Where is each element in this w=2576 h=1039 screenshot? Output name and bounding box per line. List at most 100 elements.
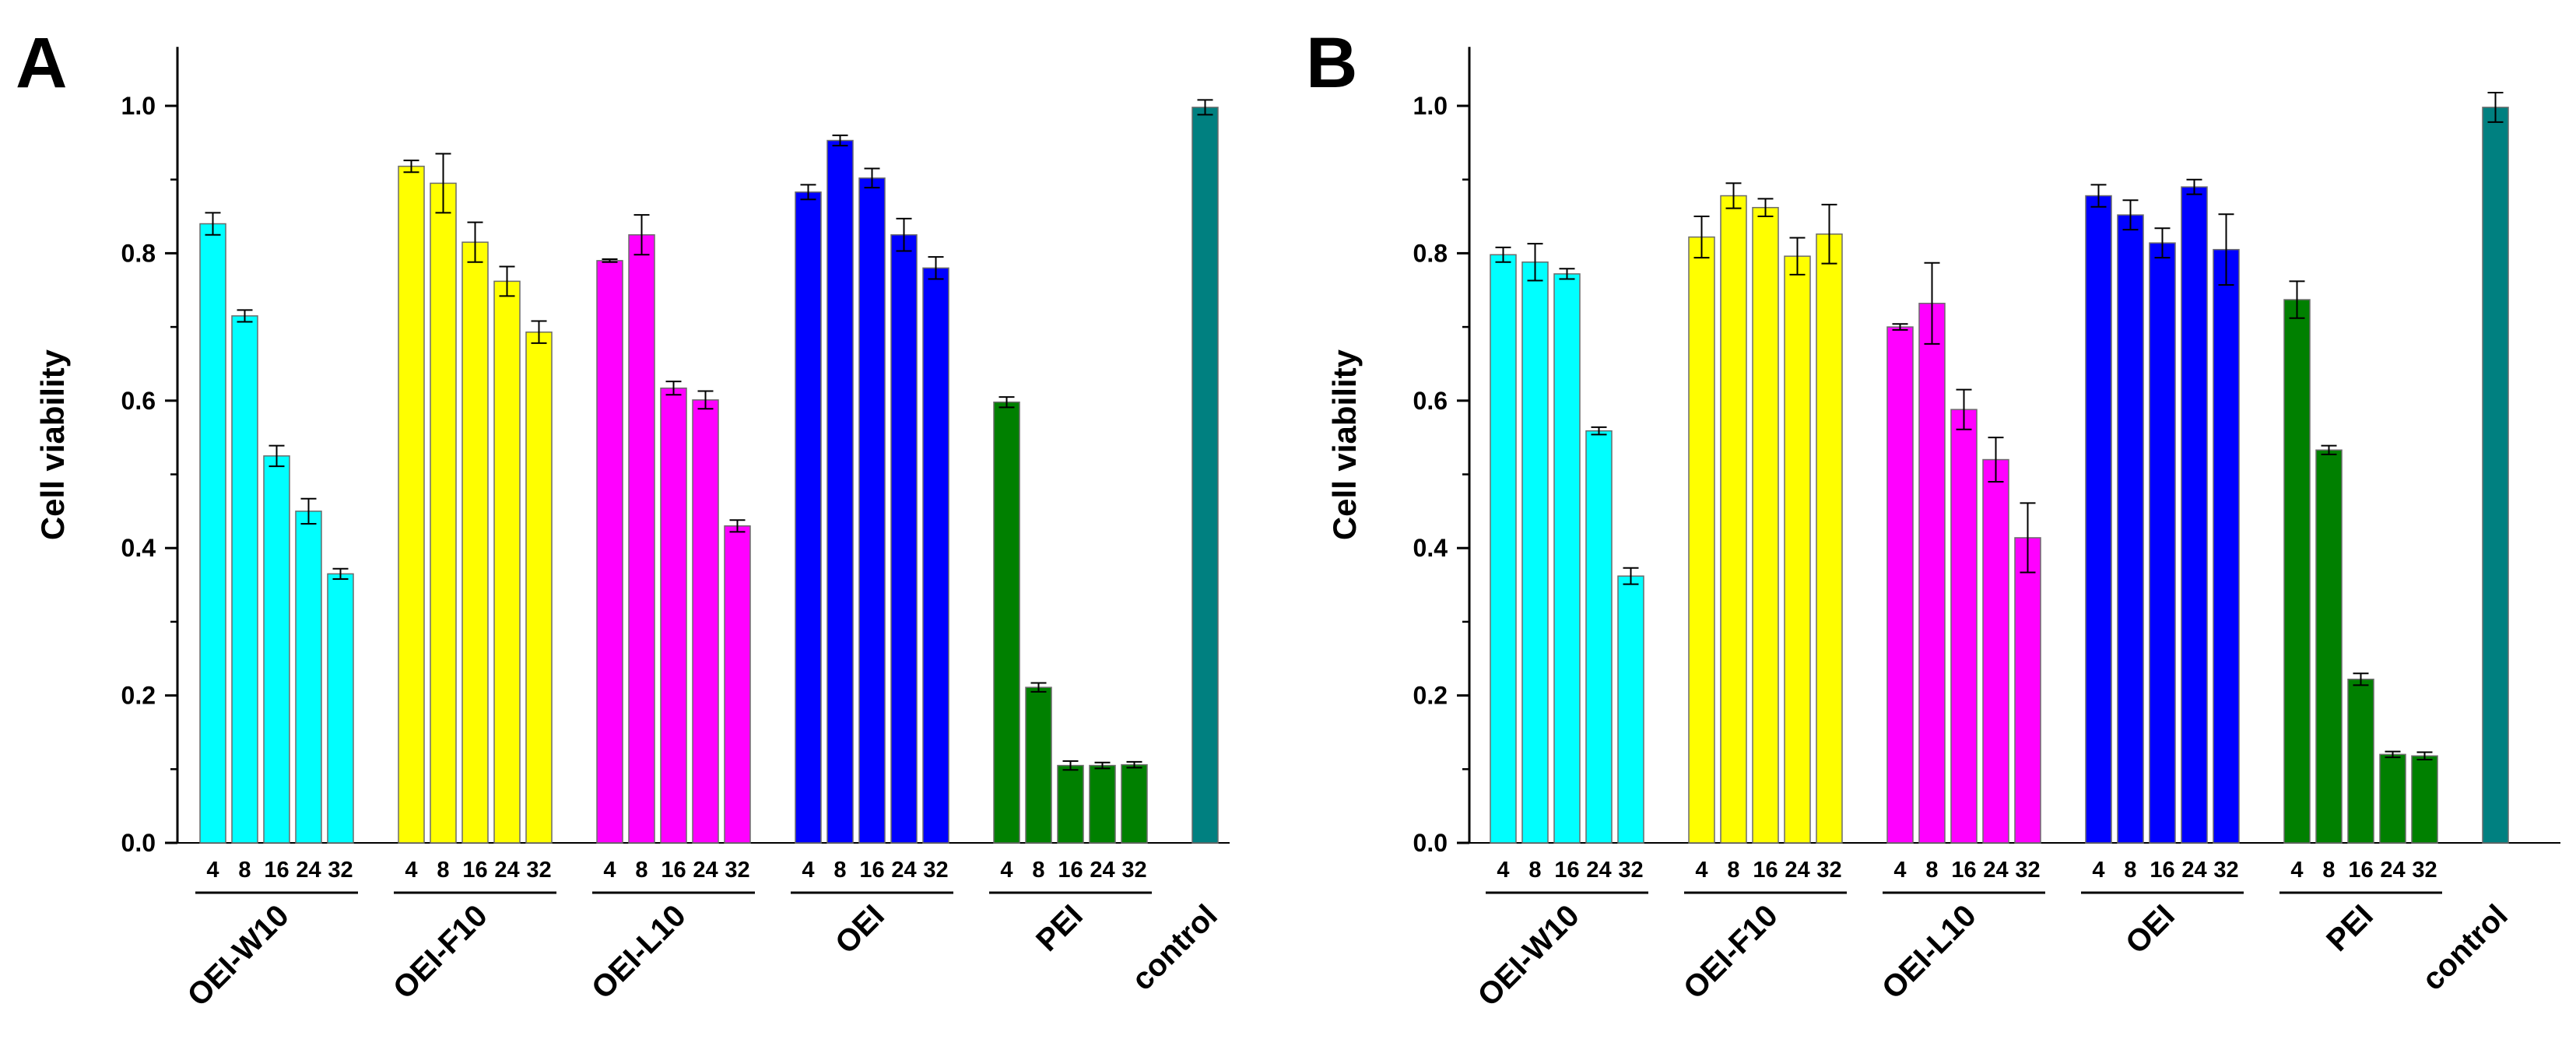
dose-label: 24 — [1983, 858, 2008, 883]
dose-label: 32 — [923, 858, 948, 883]
y-axis-label: Cell viability — [1326, 349, 1363, 540]
group-label: OEI-F10 — [1677, 898, 1785, 1006]
bar — [2181, 186, 2208, 844]
bar — [1617, 575, 1644, 844]
bar — [2379, 753, 2406, 844]
group-label: OEI-F10 — [387, 898, 494, 1006]
bar — [1057, 764, 1084, 844]
dose-label: 24 — [891, 858, 916, 883]
y-tick-label: 0.8 — [121, 239, 156, 267]
dose-label: 32 — [1618, 858, 1643, 883]
bar — [1720, 195, 1747, 844]
dose-label: 8 — [238, 858, 251, 883]
dose-label: 24 — [1785, 858, 1809, 883]
bar — [922, 267, 949, 844]
dose-label: 24 — [2181, 858, 2206, 883]
dose-label: 16 — [2150, 858, 2174, 883]
bar — [2085, 195, 2112, 844]
dose-label: 24 — [2380, 858, 2405, 883]
bar — [430, 182, 457, 844]
group-label: OEI — [2119, 898, 2181, 960]
bar — [890, 233, 918, 844]
dose-label: 16 — [2348, 858, 2373, 883]
y-tick-label: 0.2 — [1413, 682, 1448, 710]
group-label: OEI-W10 — [1471, 898, 1585, 1013]
dose-label: 32 — [526, 858, 551, 883]
bar — [1784, 255, 1811, 844]
y-tick-label: 0.4 — [121, 534, 156, 562]
y-tick-label: 0.0 — [1413, 829, 1448, 857]
bar — [2149, 242, 2176, 844]
dose-label: 8 — [1528, 858, 1541, 883]
dose-label: 16 — [1554, 858, 1579, 883]
dose-label: 8 — [2322, 858, 2335, 883]
group-label: PEI — [1030, 898, 1090, 958]
bar — [1121, 763, 1148, 844]
dose-label: 32 — [328, 858, 353, 883]
bar — [858, 177, 886, 844]
group-label: OEI-L10 — [1876, 898, 1983, 1006]
dose-label: 8 — [437, 858, 449, 883]
group-label: OEI-W10 — [181, 898, 295, 1013]
dose-label: 16 — [1753, 858, 1778, 883]
bar — [1688, 236, 1715, 844]
y-tick-label: 0.6 — [121, 387, 156, 415]
dose-label: 32 — [2015, 858, 2040, 883]
dose-label: 4 — [603, 858, 616, 883]
bar — [795, 191, 822, 844]
bar — [525, 331, 553, 844]
bar — [1553, 273, 1581, 844]
group-label: OEI — [829, 898, 891, 960]
dose-label: 24 — [1090, 858, 1114, 883]
dose-label: 4 — [1695, 858, 1707, 883]
dose-label: 8 — [635, 858, 648, 883]
y-tick-label: 1.0 — [121, 92, 156, 120]
y-tick-label: 0.6 — [1413, 387, 1448, 415]
dose-label: 8 — [1925, 858, 1938, 883]
panel-label: A — [16, 23, 67, 103]
bar — [327, 573, 354, 844]
dose-label: 4 — [802, 858, 814, 883]
dose-label: 4 — [405, 858, 417, 883]
bar — [462, 241, 489, 844]
group-label: OEI-L10 — [585, 898, 693, 1006]
y-tick-label: 0.0 — [121, 829, 156, 857]
bar — [2315, 449, 2343, 844]
dose-label: 16 — [661, 858, 686, 883]
dose-label: 32 — [1816, 858, 1841, 883]
bar — [2347, 679, 2374, 844]
dose-label: 32 — [725, 858, 749, 883]
bar — [1816, 233, 1843, 844]
dose-label: 4 — [1000, 858, 1013, 883]
dose-label: 32 — [2412, 858, 2437, 883]
bar — [1490, 254, 1517, 844]
bar — [1950, 409, 1978, 844]
bar — [1982, 458, 2009, 844]
bar — [2283, 299, 2311, 844]
bar — [2213, 248, 2240, 844]
bar — [1191, 107, 1219, 844]
group-label: control — [2416, 898, 2515, 997]
bar — [2014, 537, 2041, 844]
dose-label: 16 — [264, 858, 289, 883]
dose-label: 24 — [494, 858, 519, 883]
bar — [1585, 430, 1613, 844]
bar — [2482, 107, 2509, 844]
dose-label: 24 — [693, 858, 718, 883]
group-label: PEI — [2320, 898, 2380, 958]
bar — [692, 399, 719, 844]
y-tick-label: 0.4 — [1413, 534, 1448, 562]
bar — [1025, 686, 1052, 844]
dose-label: 4 — [1893, 858, 1906, 883]
dose-label: 32 — [1121, 858, 1146, 883]
bar — [993, 401, 1020, 844]
bar — [263, 455, 290, 844]
bar — [1521, 262, 1549, 844]
dose-label: 32 — [2213, 858, 2238, 883]
bar — [231, 315, 258, 844]
bar — [1752, 206, 1779, 844]
bar — [295, 511, 322, 844]
bar — [660, 387, 687, 844]
